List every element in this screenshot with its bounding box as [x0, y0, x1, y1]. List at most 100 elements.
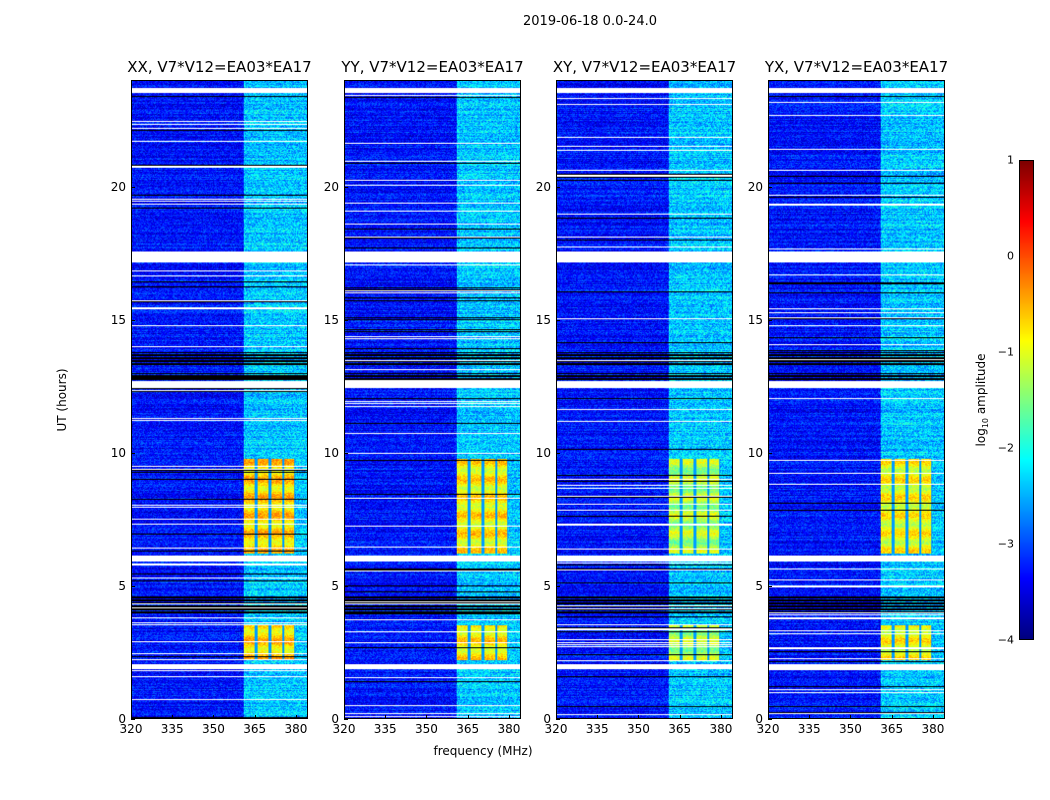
x-tick-label: 365 [243, 722, 267, 736]
x-tick-label: 335 [797, 722, 821, 736]
x-tick-mark [467, 715, 469, 719]
x-tick-mark [131, 715, 132, 719]
y-tick-mark [768, 585, 772, 587]
y-tick-mark [344, 452, 348, 454]
x-tick-mark [891, 715, 893, 719]
y-tick-label: 0 [118, 712, 126, 726]
y-tick-mark [768, 319, 772, 321]
y-tick-mark [556, 319, 560, 321]
x-tick-mark [426, 715, 428, 719]
x-tick-label: 350 [627, 722, 650, 736]
y-tick-mark [344, 319, 348, 321]
y-tick-label: 0 [755, 712, 763, 726]
x-tick-label: 335 [585, 722, 609, 736]
x-tick-label: 365 [668, 722, 692, 736]
y-tick-mark [131, 186, 135, 188]
panel-title: YX, V7*V12=EA03*EA17 [764, 58, 949, 76]
x-tick-mark [213, 715, 215, 719]
x-tick-label: 335 [373, 722, 397, 736]
y-axis-label: UT (hours) [55, 368, 69, 432]
spectrogram-heatmap [344, 80, 521, 719]
colorbar [1019, 160, 1034, 640]
x-tick-label: 350 [415, 722, 438, 736]
colorbar-label: log10 amplitude [973, 353, 991, 447]
x-tick-mark [508, 715, 510, 719]
y-tick-label: 10 [323, 445, 339, 460]
x-tick-label: 380 [497, 722, 521, 736]
panel-2: YY, V7*V12=EA03*EA17 0 5 10 15 20 320 335 350 365… [324, 58, 524, 736]
y-tick-mark [556, 186, 560, 188]
figure-title: 2019-06-18 0.0-24.0 [523, 14, 657, 29]
y-tick-label: 0 [331, 712, 339, 726]
x-tick-mark [344, 715, 345, 719]
y-tick-mark [131, 452, 135, 454]
y-tick-label: 20 [110, 179, 126, 194]
x-tick-mark [850, 715, 852, 719]
y-tick-label: 20 [323, 179, 339, 194]
y-tick-label: 5 [755, 578, 763, 593]
panel-title: XY, V7*V12=EA03*EA17 [552, 58, 737, 76]
y-tick-label: 20 [535, 179, 551, 194]
y-tick-label: 15 [110, 312, 126, 327]
x-tick-label: 380 [284, 722, 308, 736]
y-tick-mark [768, 186, 772, 188]
panel-title: XX, V7*V12=EA03*EA17 [127, 58, 312, 76]
colorbar-tick-label: −2 [997, 441, 1014, 455]
x-tick-mark [556, 715, 557, 719]
y-tick-mark [556, 585, 560, 587]
x-tick-mark [172, 715, 174, 719]
panel-4: YX, V7*V12=EA03*EA17 0 5 10 15 20 320 335 350 365… [748, 58, 948, 736]
x-tick-mark [809, 715, 811, 719]
y-tick-mark [344, 719, 348, 720]
x-tick-mark [679, 715, 681, 719]
spectrogram-heatmap [768, 80, 945, 719]
spectrogram-heatmap [556, 80, 733, 719]
y-tick-label: 5 [331, 578, 339, 593]
y-tick-label: 15 [535, 312, 551, 327]
x-tick-label: 320 [332, 722, 356, 736]
x-tick-label: 320 [544, 722, 568, 736]
panel-1: XX, V7*V12=EA03*EA17 0 5 10 15 20 320 335 350 365… [111, 58, 312, 736]
y-tick-label: 10 [535, 445, 551, 460]
x-tick-label: 350 [839, 722, 862, 736]
x-tick-mark [385, 715, 387, 719]
colorbar-tick-label: 1 [1007, 153, 1014, 167]
y-tick-mark [768, 719, 772, 720]
x-tick-mark [254, 715, 256, 719]
x-tick-mark [932, 715, 934, 719]
y-tick-label: 5 [543, 578, 551, 593]
x-tick-mark [295, 715, 297, 719]
y-tick-mark [556, 452, 560, 454]
y-tick-mark [344, 585, 348, 587]
y-tick-mark [131, 319, 135, 321]
y-tick-mark [131, 585, 135, 587]
x-tick-label: 365 [456, 722, 480, 736]
x-tick-mark [597, 715, 599, 719]
colorbar-tick-label: −3 [997, 537, 1014, 551]
x-tick-mark [720, 715, 722, 719]
y-tick-mark [344, 186, 348, 188]
x-tick-mark [638, 715, 640, 719]
x-tick-label: 350 [202, 722, 225, 736]
y-tick-label: 5 [118, 578, 126, 593]
y-tick-label: 15 [747, 312, 763, 327]
y-tick-label: 20 [747, 179, 763, 194]
spectrogram-heatmap [131, 80, 308, 719]
colorbar-tick-label: −1 [997, 345, 1014, 359]
x-tick-mark [768, 715, 769, 719]
colorbar-tick-label: −4 [997, 633, 1014, 647]
x-tick-label: 320 [756, 722, 780, 736]
y-tick-label: 15 [323, 312, 339, 327]
colorbar-tick-label: 0 [1007, 249, 1014, 263]
y-tick-mark [768, 452, 772, 454]
y-tick-mark [131, 719, 135, 720]
y-tick-mark [556, 719, 560, 720]
y-tick-label: 10 [110, 445, 126, 460]
y-tick-label: 0 [543, 712, 551, 726]
x-tick-label: 380 [921, 722, 945, 736]
panel-3: XY, V7*V12=EA03*EA17 0 5 10 15 20 320 335 350 365… [536, 58, 736, 736]
x-axis-label: frequency (MHz) [433, 744, 533, 758]
x-tick-label: 320 [119, 722, 143, 736]
x-tick-label: 335 [160, 722, 184, 736]
